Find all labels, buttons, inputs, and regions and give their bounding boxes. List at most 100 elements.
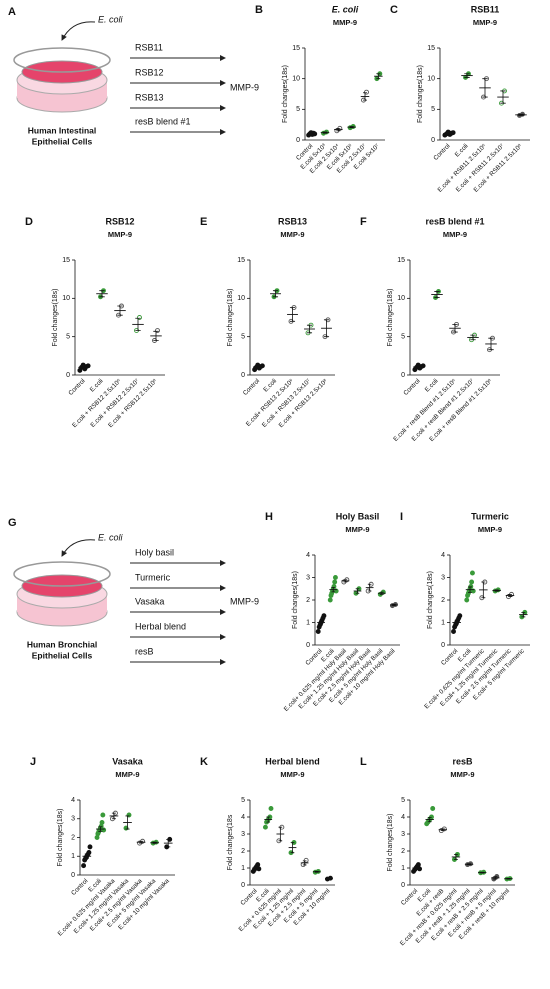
error-bar bbox=[493, 876, 498, 880]
y-tick-label: 0 bbox=[431, 137, 435, 144]
error-bar bbox=[506, 877, 511, 880]
y-tick-label: 10 bbox=[62, 295, 70, 302]
treatment: RSB12 bbox=[135, 67, 164, 77]
chart-subtitle: MMP-9 bbox=[443, 230, 467, 239]
y-tick-label: 4 bbox=[241, 814, 245, 821]
error-bar bbox=[272, 290, 279, 298]
x-tick-label: Control bbox=[440, 648, 459, 667]
y-axis-label: Fold changes(18s) bbox=[292, 571, 299, 629]
error-bar bbox=[508, 593, 512, 598]
error-bar bbox=[314, 870, 319, 873]
error-bar bbox=[427, 816, 432, 823]
chart-subtitle: MMP-9 bbox=[345, 525, 369, 534]
panel: E RSB13 MMP-9 Fold changes(18s) 0 5 10 15 Contro… bbox=[200, 216, 335, 429]
treatment: RSB11 bbox=[135, 42, 163, 52]
panel: D RSB12 MMP-9 Fold changes(18s) 0 5 10 15 Contro… bbox=[25, 216, 165, 429]
chart-subtitle: MMP-9 bbox=[108, 230, 132, 239]
y-tick-label: 5 bbox=[401, 797, 405, 804]
data-point bbox=[100, 812, 106, 818]
cells: Epithelial Cells bbox=[32, 136, 93, 146]
error-bar bbox=[153, 330, 159, 341]
panel: K Herbal blend MMP-9 Fold changes(18s 0 1 2 3 4 5… bbox=[200, 756, 335, 933]
chart-title: resB blend #1 bbox=[425, 216, 484, 226]
y-tick-label: 5 bbox=[241, 797, 245, 804]
error-bar bbox=[468, 586, 472, 593]
data-point bbox=[331, 584, 337, 589]
error-bar bbox=[500, 90, 506, 104]
y-tick-label: 1 bbox=[441, 619, 445, 626]
readout: MMP-9 bbox=[230, 596, 259, 606]
y-tick-label: 5 bbox=[66, 334, 70, 341]
error-bar bbox=[81, 366, 87, 369]
data-point bbox=[303, 857, 309, 863]
error-bar bbox=[464, 73, 470, 78]
error-bar bbox=[376, 73, 381, 80]
treatment: resB blend #1 bbox=[135, 116, 191, 126]
y-tick-label: 0 bbox=[401, 372, 405, 379]
data-point bbox=[450, 130, 456, 136]
error-bar bbox=[349, 126, 354, 129]
panel-letter: C bbox=[390, 4, 398, 16]
y-tick-label: 4 bbox=[441, 552, 445, 559]
panel-letter: B bbox=[255, 4, 263, 16]
error-bar bbox=[117, 305, 123, 316]
data-point bbox=[81, 863, 87, 869]
agent-arrow bbox=[61, 21, 96, 41]
error-bar bbox=[467, 863, 472, 866]
data-point bbox=[332, 575, 338, 580]
y-tick-label: 2 bbox=[441, 597, 445, 604]
treatment: Herbal blend bbox=[135, 621, 186, 631]
y-tick-label: 5 bbox=[296, 106, 300, 113]
error-bar bbox=[99, 290, 105, 298]
y-tick-label: 3 bbox=[241, 831, 245, 838]
error-bar bbox=[331, 587, 336, 593]
panel-letter: A bbox=[8, 6, 16, 18]
x-tick-label: Control bbox=[70, 878, 89, 897]
data-point bbox=[87, 844, 93, 850]
chart-subtitle: MMP-9 bbox=[333, 18, 357, 27]
chart-title: Herbal blend bbox=[265, 756, 320, 766]
error-bar bbox=[379, 591, 384, 595]
y-axis-label: Fold changes(18s) bbox=[417, 65, 424, 123]
data-point bbox=[99, 820, 105, 825]
data-point bbox=[469, 570, 475, 576]
y-tick-label: 2 bbox=[306, 597, 310, 604]
y-tick-label: 3 bbox=[441, 574, 445, 581]
chart-subtitle: MMP-9 bbox=[473, 18, 497, 27]
error-bar bbox=[319, 619, 323, 626]
error-bar bbox=[302, 860, 307, 866]
error-bar bbox=[480, 871, 485, 874]
y-tick-label: 3 bbox=[306, 574, 310, 581]
y-tick-label: 0 bbox=[441, 642, 445, 649]
y-axis-label: Fold changes(18s) bbox=[57, 809, 64, 867]
panel-letter: G bbox=[8, 517, 17, 529]
chart-title: RSB12 bbox=[105, 216, 134, 226]
y-tick-label: 2 bbox=[401, 848, 405, 855]
y-tick-label: 4 bbox=[401, 814, 405, 821]
chart-title: RSB13 bbox=[278, 216, 307, 226]
y-tick-label: 10 bbox=[292, 76, 300, 83]
panel-letter: K bbox=[200, 756, 208, 768]
error-bar bbox=[98, 826, 103, 832]
chart-title: resB bbox=[452, 756, 473, 766]
error-bar bbox=[452, 324, 458, 333]
chart-subtitle: MMP-9 bbox=[280, 230, 304, 239]
treatment: Turmeric bbox=[135, 572, 171, 582]
error-bar bbox=[289, 307, 296, 322]
agent-arrow bbox=[61, 539, 96, 557]
panel-letter: J bbox=[30, 756, 36, 768]
data-point bbox=[268, 806, 274, 811]
error-bar bbox=[336, 127, 341, 132]
error-bar bbox=[367, 583, 372, 592]
data-point bbox=[255, 862, 261, 868]
error-bar bbox=[481, 581, 486, 599]
y-tick-label: 0 bbox=[306, 642, 310, 649]
y-tick-label: 15 bbox=[237, 257, 245, 264]
y-tick-label: 4 bbox=[71, 797, 75, 804]
x-tick-label: E.coli bbox=[454, 143, 470, 159]
y-axis-label: Fold changes(18s) bbox=[282, 65, 289, 123]
